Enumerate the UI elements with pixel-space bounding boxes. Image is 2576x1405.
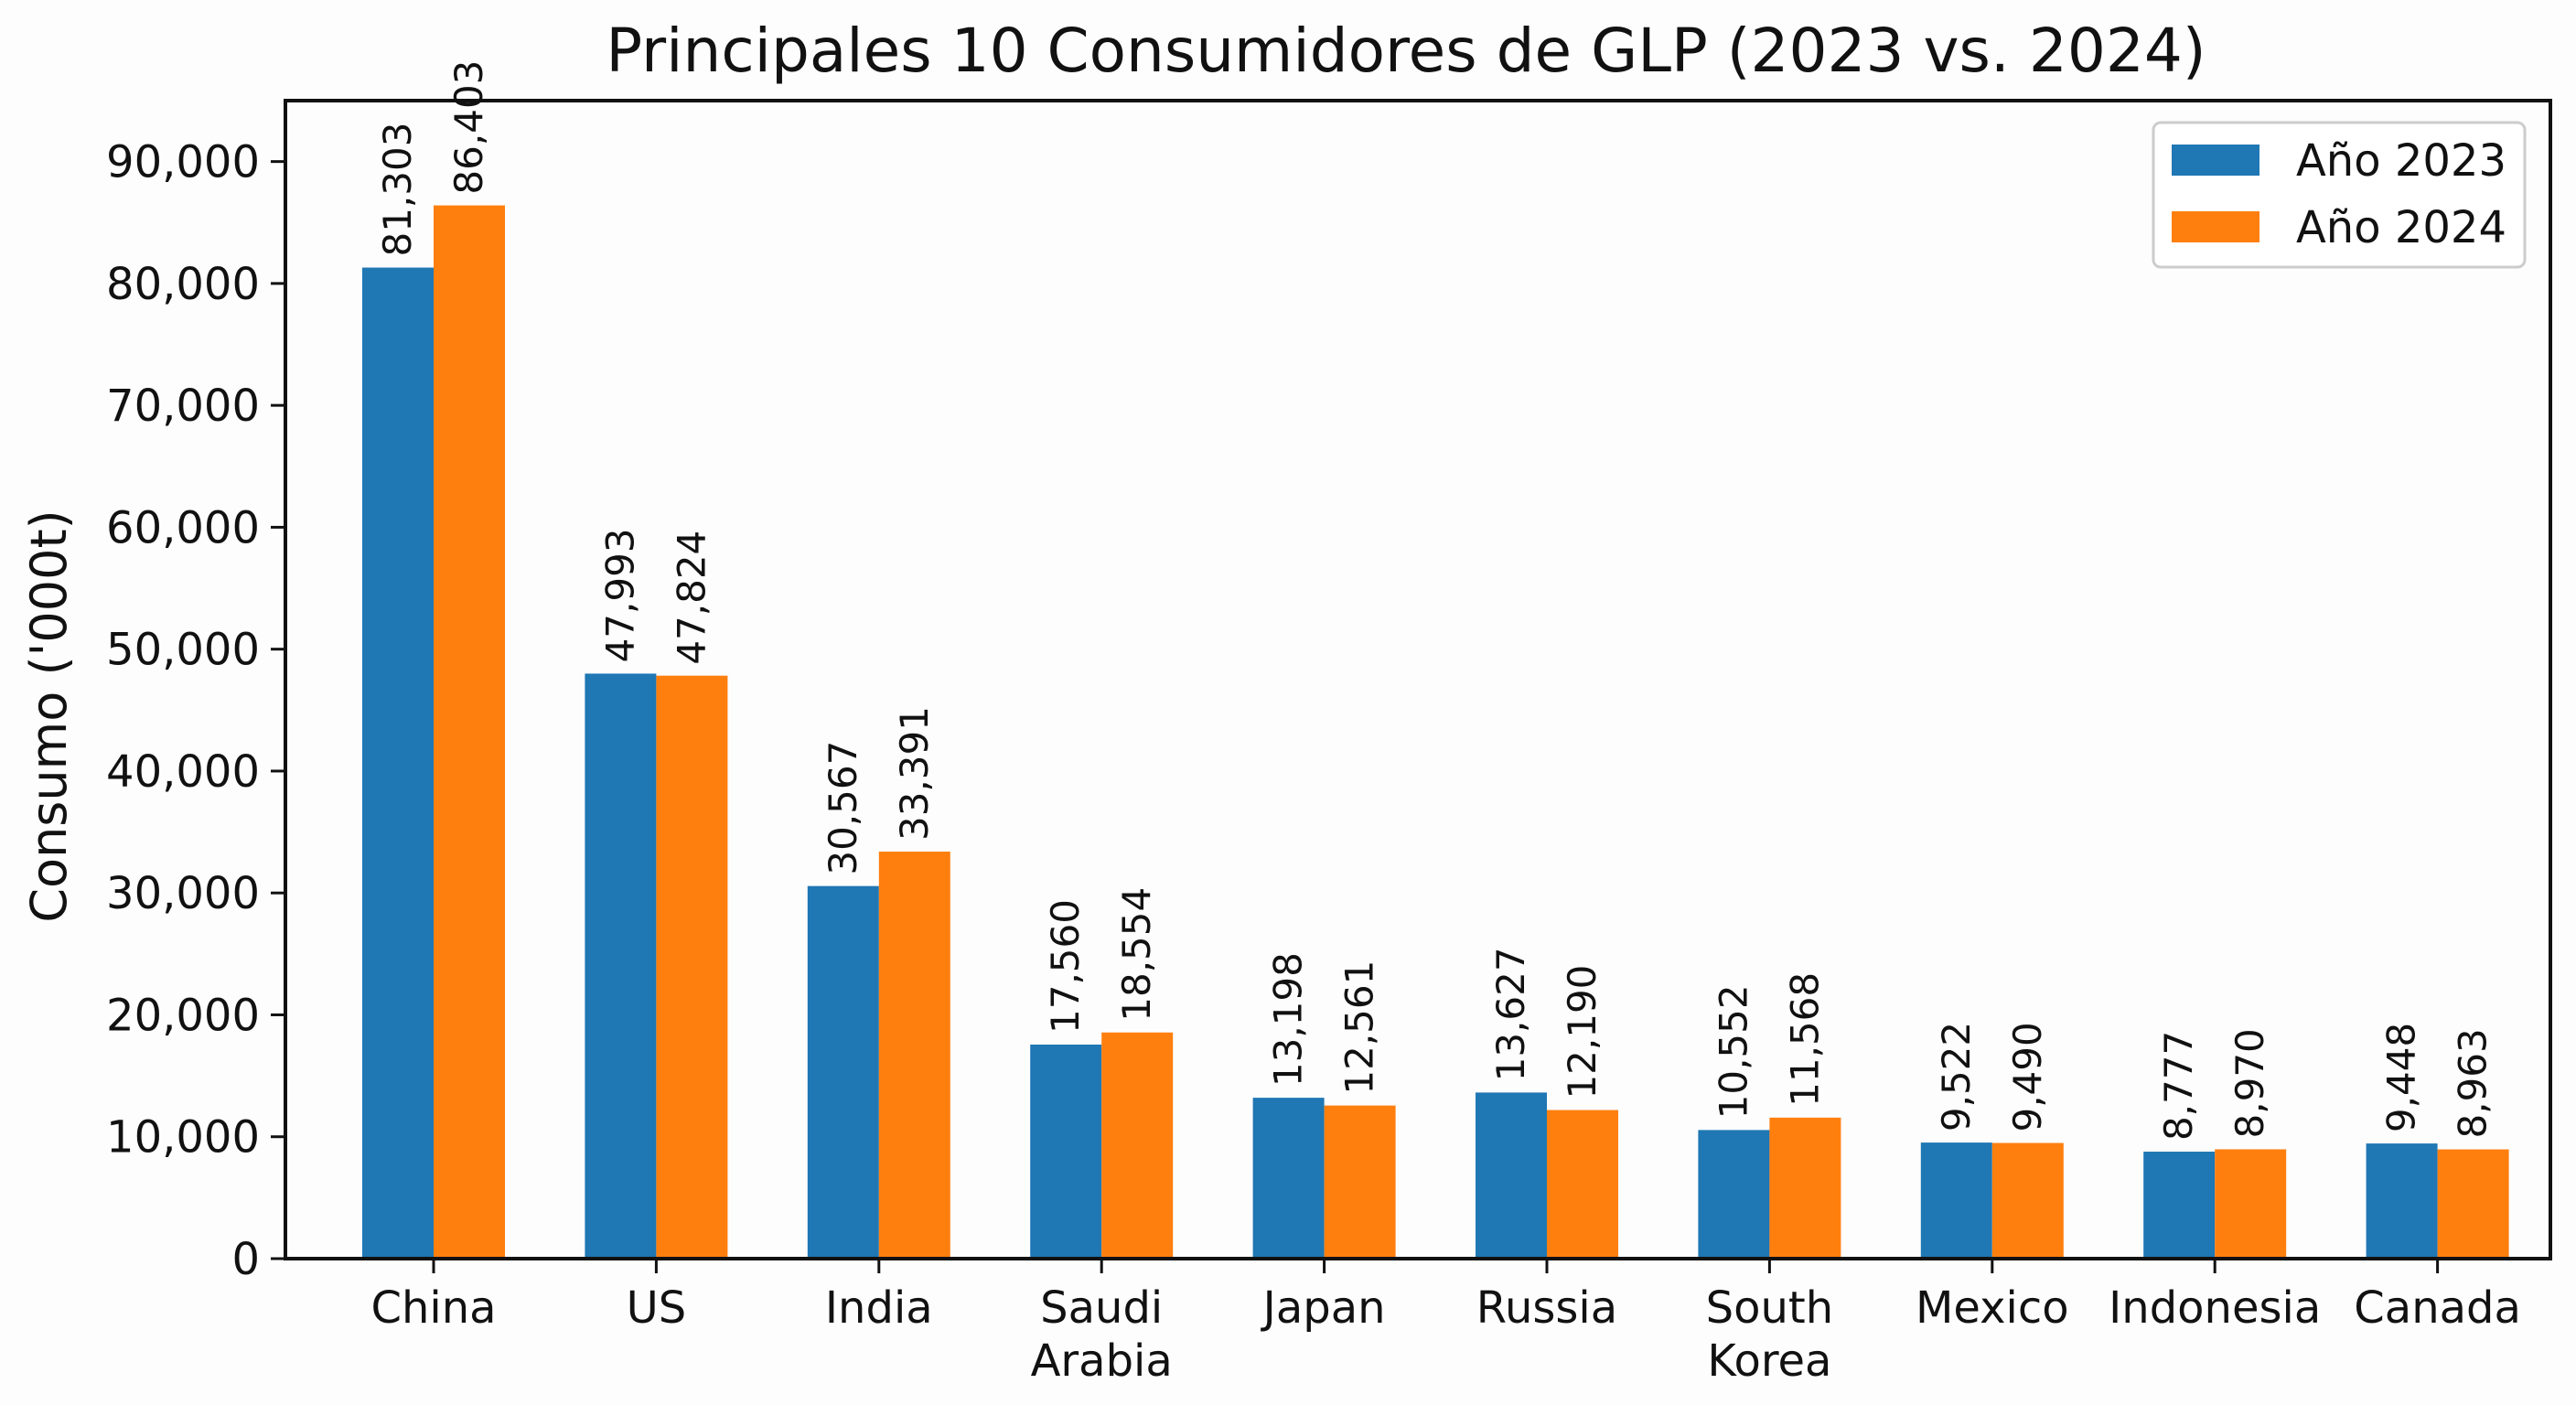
bar-2023: [807, 885, 879, 1259]
legend-swatch-2024: [2172, 211, 2259, 242]
data-labels: 81,303 86,403 47,993 47,824 30,567 33,391 17,5…: [375, 60, 2496, 1141]
bar-2023: [1698, 1130, 1770, 1259]
data-label: 10,552: [1711, 984, 1755, 1119]
x-tick-label-line: South: [1706, 1282, 1834, 1334]
y-axis-label: Consumo ('000t): [20, 509, 78, 922]
data-label: 12,561: [1337, 960, 1382, 1095]
bars: [362, 205, 2509, 1260]
legend-swatch-2023: [2172, 145, 2259, 176]
data-label: 30,567: [821, 741, 865, 875]
bar-2024: [1769, 1117, 1841, 1259]
bar-2024: [434, 205, 505, 1260]
x-tick-label-line: Indonesia: [2109, 1282, 2321, 1334]
bar-2024: [1991, 1142, 2064, 1259]
x-tick-label: Indonesia: [2109, 1282, 2321, 1334]
data-label: 47,993: [597, 528, 642, 662]
y-tick-label: 30,000: [106, 868, 260, 919]
chart-title: Principales 10 Consumidores de GLP (2023…: [606, 16, 2206, 86]
bar-2023: [1476, 1092, 1547, 1259]
data-label: 17,560: [1043, 899, 1088, 1034]
data-label: 8,963: [2451, 1028, 2496, 1138]
y-tick-label: 20,000: [106, 990, 260, 1041]
y-tick-label: 50,000: [106, 625, 260, 676]
y-tick-label: 40,000: [106, 746, 260, 798]
x-axis-ticks: China US India Saudi Arabia Japan Russia South K…: [370, 1259, 2521, 1387]
data-label: 9,522: [1934, 1022, 1979, 1132]
data-label: 13,627: [1488, 947, 1533, 1081]
data-label: 13,198: [1266, 952, 1311, 1087]
y-tick-label: 80,000: [106, 259, 260, 310]
data-label: 81,303: [375, 123, 420, 257]
x-tick-label: Russia: [1476, 1282, 1617, 1334]
bar-2023: [2366, 1143, 2438, 1259]
legend-label: Año 2023: [2296, 135, 2506, 187]
x-tick-label-line: Korea: [1707, 1335, 1831, 1387]
x-tick-label: Canada: [2354, 1282, 2521, 1334]
data-label: 9,490: [2005, 1022, 2050, 1132]
x-tick-label-line: Mexico: [1916, 1282, 2069, 1334]
bar-2024: [656, 675, 728, 1259]
bar-2023: [585, 673, 657, 1259]
x-tick-label: Saudi Arabia: [1031, 1282, 1173, 1387]
x-tick-label: China: [370, 1282, 496, 1334]
y-tick-label: 60,000: [106, 502, 260, 553]
legend: Año 2023 Año 2024: [2152, 121, 2527, 269]
data-label: 86,403: [446, 60, 491, 195]
x-tick-label-line: India: [825, 1282, 933, 1334]
x-tick-label-line: Russia: [1476, 1282, 1617, 1334]
bar-2024: [1547, 1110, 1618, 1259]
data-label: 47,824: [669, 531, 714, 665]
x-tick-label-line: Saudi: [1040, 1282, 1163, 1334]
data-label: 18,554: [1114, 887, 1159, 1022]
x-tick-label-line: Japan: [1261, 1282, 1386, 1334]
bar-2023: [1030, 1044, 1102, 1259]
bar-2024: [2437, 1149, 2509, 1259]
x-tick-label: Mexico: [1916, 1282, 2069, 1334]
bar-2024: [2215, 1149, 2287, 1259]
plot-frame: [284, 99, 2552, 1260]
x-tick-label-line: Canada: [2354, 1282, 2521, 1334]
y-axis-ticks: 0 10,000 20,000 30,000 40,000 50,000 60,000 70,…: [106, 137, 285, 1285]
x-tick-label: US: [627, 1282, 687, 1334]
legend-label: Año 2024: [2296, 202, 2506, 253]
data-label: 11,568: [1782, 972, 1827, 1107]
bar-2023: [362, 267, 434, 1260]
x-tick-label: South Korea: [1706, 1282, 1834, 1387]
data-label: 33,391: [892, 706, 937, 841]
bar-2023: [1920, 1142, 1992, 1259]
x-tick-label-line: Arabia: [1031, 1335, 1173, 1387]
bar-2023: [1252, 1098, 1325, 1259]
y-tick-label: 70,000: [106, 381, 260, 432]
x-tick-label-line: China: [370, 1282, 496, 1334]
y-tick-label: 90,000: [106, 137, 260, 188]
data-label: 12,190: [1560, 965, 1605, 1099]
x-tick-label: Japan: [1261, 1282, 1386, 1334]
x-tick-label-line: US: [627, 1282, 687, 1334]
data-label: 8,777: [2156, 1031, 2201, 1141]
data-label: 8,970: [2227, 1028, 2272, 1138]
x-tick-label: India: [825, 1282, 933, 1334]
bar-2023: [2143, 1152, 2216, 1259]
y-tick-label: 10,000: [106, 1112, 260, 1164]
y-tick-label: 0: [231, 1234, 260, 1285]
data-label: 9,448: [2379, 1023, 2424, 1132]
bar-2024: [1324, 1105, 1396, 1259]
bar-2024: [1101, 1032, 1174, 1259]
bar-2024: [878, 852, 950, 1259]
